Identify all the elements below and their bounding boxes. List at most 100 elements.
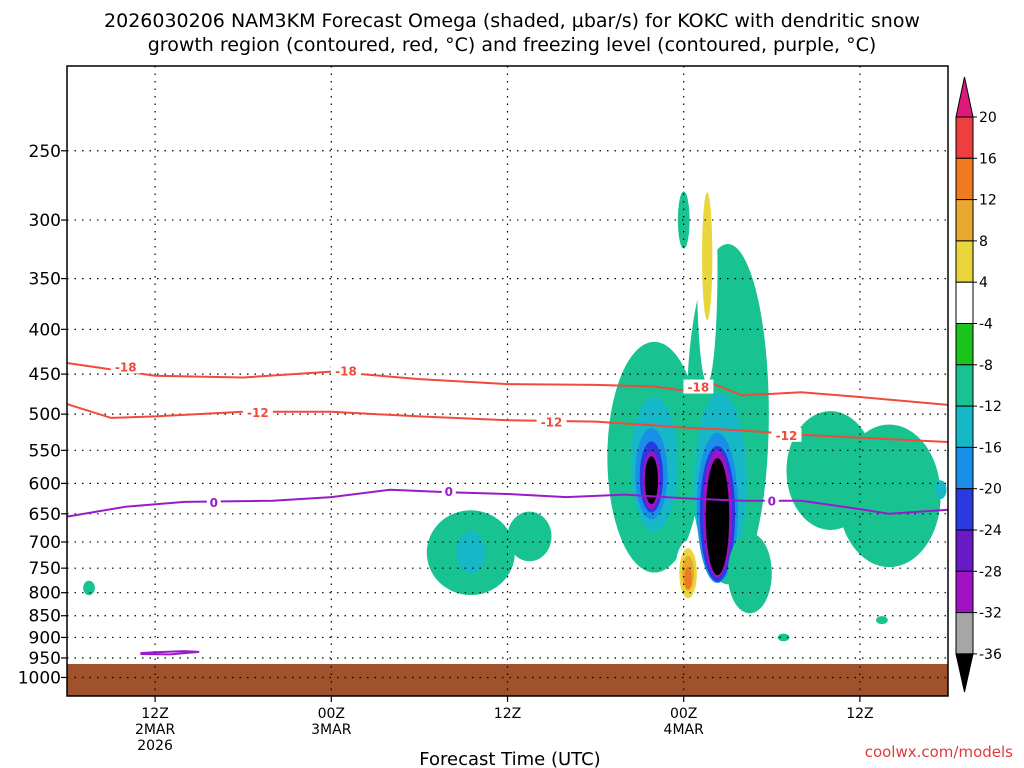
colorbar-segment bbox=[955, 570, 974, 614]
contour-label: 0 bbox=[445, 485, 453, 499]
omega-region bbox=[837, 424, 941, 568]
contour-label: -18 bbox=[688, 381, 710, 395]
colorbar-label: -8 bbox=[979, 358, 993, 374]
x-tick-label: 12Z bbox=[846, 706, 873, 722]
contour-label: -12 bbox=[247, 406, 269, 420]
contour-label-bg bbox=[242, 404, 273, 419]
y-tick-label: 600 bbox=[29, 474, 61, 494]
colorbar-label: -4 bbox=[979, 317, 993, 333]
omega-region bbox=[702, 192, 713, 321]
colorbar-segment bbox=[955, 240, 974, 283]
omega-shading bbox=[83, 120, 947, 642]
contour-label: -18 bbox=[115, 360, 137, 374]
colorbar-label: 8 bbox=[979, 234, 988, 250]
omega-region bbox=[94, 539, 113, 577]
x-axis-label: Forecast Time (UTC) bbox=[419, 749, 600, 768]
x-tick-label: 2026 bbox=[137, 738, 173, 754]
colorbar-segment bbox=[955, 405, 974, 448]
colorbar-label: 4 bbox=[979, 275, 988, 291]
colorbar-label: -28 bbox=[979, 564, 1002, 580]
colorbar-segment bbox=[955, 612, 974, 655]
grid-lines bbox=[67, 66, 948, 696]
colorbar-label: -16 bbox=[979, 440, 1002, 456]
contour-label-bg bbox=[110, 359, 141, 374]
contour-label-bg bbox=[441, 483, 456, 498]
omega-region bbox=[934, 480, 947, 500]
y-tick-label: 800 bbox=[29, 584, 61, 604]
colorbar-segment bbox=[955, 157, 974, 201]
omega-region bbox=[528, 622, 546, 636]
colorbar-label: -20 bbox=[979, 482, 1002, 498]
contour-label-bg bbox=[330, 363, 361, 378]
contour-label: -12 bbox=[776, 429, 798, 443]
y-tick-label: 900 bbox=[29, 628, 61, 648]
omega-region bbox=[705, 458, 730, 576]
x-tick-label: 3MAR bbox=[311, 722, 352, 738]
y-tick-label: 500 bbox=[29, 405, 61, 425]
colorbar: 20 16 12 8 4 -4 -8 -12 -16 -20 -24 -28 -32 -36 bbox=[955, 76, 1002, 693]
chart-title-line1: 2026030206 NAM3KM Forecast Omega (shaded… bbox=[104, 10, 920, 32]
colorbar-label: 12 bbox=[979, 193, 997, 209]
contour-label-bg bbox=[771, 427, 802, 442]
colorbar-top-arrow bbox=[955, 76, 974, 118]
colorbar-label: 20 bbox=[979, 110, 997, 126]
contour-label: -12 bbox=[541, 416, 563, 430]
colorbar-bottom-arrow bbox=[955, 653, 974, 693]
contour-label: 0 bbox=[768, 495, 776, 509]
ground-layer bbox=[67, 664, 948, 696]
y-tick-label: 300 bbox=[29, 211, 61, 231]
y-tick-label: 650 bbox=[29, 505, 61, 525]
y-tick-label: 1000 bbox=[18, 668, 61, 688]
contour-label-bg bbox=[536, 414, 567, 429]
y-tick-label: 550 bbox=[29, 441, 61, 461]
y-axis-ticks: 2503003504004505005506006507007508008509… bbox=[18, 142, 67, 688]
omega-region bbox=[494, 246, 515, 322]
colorbar-label: 16 bbox=[979, 151, 997, 167]
colorbar-segment bbox=[955, 281, 974, 325]
contour-labels: -18 -18 -18 -12 -12 -12 0 0 0 bbox=[110, 359, 802, 510]
x-tick-label: 00Z bbox=[318, 706, 345, 722]
omega-region bbox=[727, 533, 772, 614]
omega-region bbox=[456, 531, 486, 574]
omega-region bbox=[275, 310, 285, 329]
x-tick-label: 2MAR bbox=[135, 722, 176, 738]
omega-region bbox=[481, 621, 511, 637]
x-tick-label: 12Z bbox=[494, 706, 521, 722]
contour-label-bg bbox=[764, 493, 779, 508]
colorbar-label: -36 bbox=[979, 647, 1002, 663]
y-tick-label: 350 bbox=[29, 270, 61, 290]
contour-line bbox=[67, 488, 948, 518]
terrain-fill bbox=[67, 664, 948, 696]
contour-label-bg bbox=[206, 494, 221, 509]
colorbar-segment bbox=[955, 199, 974, 242]
contour-label-bg bbox=[683, 379, 714, 394]
colorbar-segment bbox=[955, 323, 974, 366]
colorbar-segment bbox=[955, 446, 974, 490]
contour-label: 0 bbox=[210, 496, 218, 510]
contour-line bbox=[67, 362, 948, 406]
y-tick-label: 450 bbox=[29, 365, 61, 385]
chart-title-line2: growth region (contoured, red, °C) and f… bbox=[148, 34, 877, 56]
y-tick-label: 750 bbox=[29, 559, 61, 579]
omega-region bbox=[558, 623, 618, 635]
omega-region bbox=[677, 191, 690, 249]
y-tick-label: 700 bbox=[29, 533, 61, 553]
omega-region bbox=[83, 580, 95, 596]
x-tick-label: 12Z bbox=[141, 706, 168, 722]
colorbar-segment bbox=[955, 529, 974, 572]
y-tick-label: 850 bbox=[29, 607, 61, 627]
colorbar-segment bbox=[955, 116, 974, 159]
contour-label: -18 bbox=[335, 365, 357, 379]
contour-line bbox=[140, 650, 200, 656]
y-tick-label: 250 bbox=[29, 142, 61, 162]
omega-region bbox=[652, 196, 671, 265]
y-tick-label: 950 bbox=[29, 649, 61, 669]
omega-region bbox=[876, 616, 888, 625]
y-tick-label: 400 bbox=[29, 320, 61, 340]
omega-region bbox=[684, 567, 692, 590]
colorbar-label: -12 bbox=[979, 399, 1002, 415]
x-tick-label: 4MAR bbox=[664, 722, 705, 738]
colorbar-segment bbox=[955, 488, 974, 531]
